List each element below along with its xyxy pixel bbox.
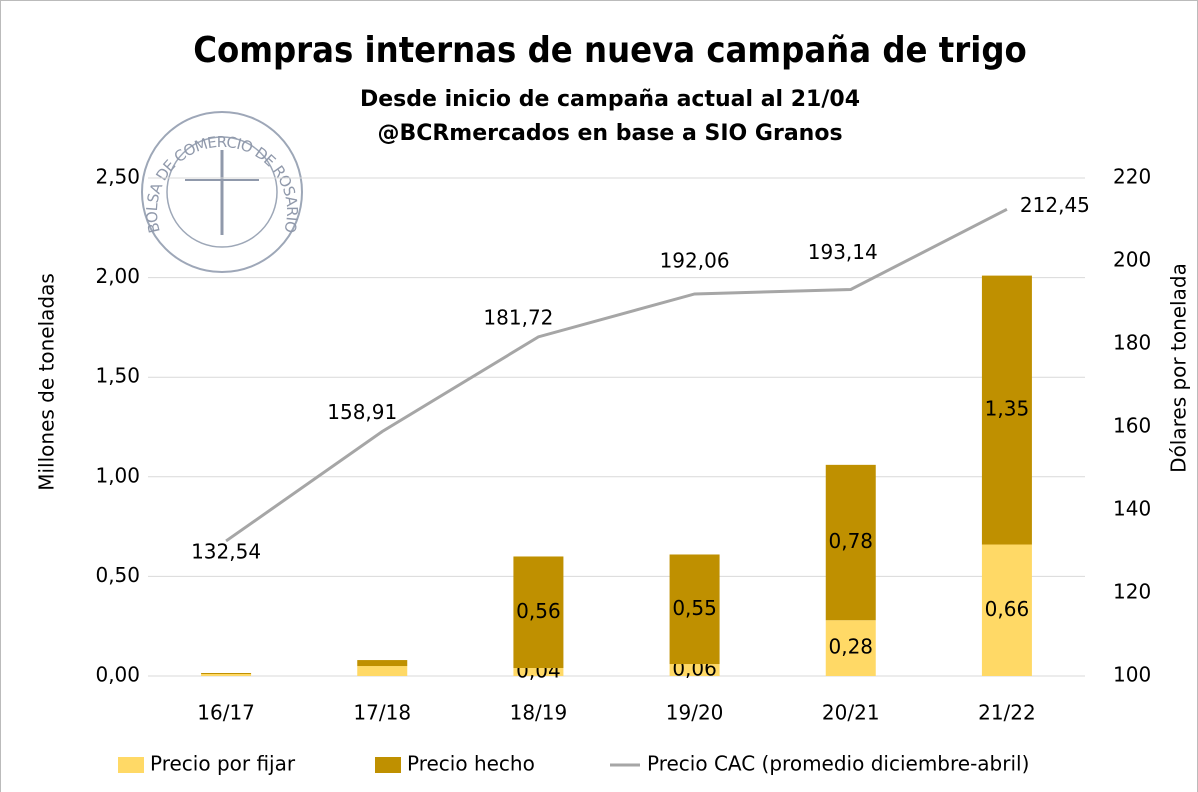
y2-tick-label: 100 — [1113, 663, 1151, 687]
data-label: 1,35 — [985, 397, 1030, 421]
data-label: 0,66 — [985, 597, 1030, 621]
data-label: 158,91 — [327, 400, 397, 424]
bar-segment — [981, 275, 1032, 545]
y-tick-label: 0,00 — [95, 663, 140, 687]
legend-label: Precio hecho — [407, 752, 535, 776]
y-tick-label: 2,00 — [95, 264, 140, 288]
y2-tick-label: 160 — [1113, 414, 1151, 438]
chart-subtitle: Desde inicio de campaña actual al 21/04 — [360, 87, 860, 112]
bar-segment — [981, 544, 1032, 676]
y-tick-label: 1,00 — [95, 463, 140, 487]
bar-segment — [669, 554, 720, 665]
y2-tick-label: 220 — [1113, 165, 1151, 189]
x-tick-label: 19/20 — [666, 701, 724, 725]
data-label: 132,54 — [191, 539, 261, 563]
y-axis-label: Millones de toneladas — [35, 273, 59, 491]
y-tick-label: 1,50 — [95, 364, 140, 388]
legend-swatch — [118, 757, 144, 773]
x-tick-label: 21/22 — [978, 701, 1036, 725]
logo-ring — [141, 111, 303, 273]
bar-segment — [825, 464, 876, 621]
data-label: 0,56 — [516, 599, 561, 623]
bar-segment — [201, 674, 252, 676]
y2-tick-label: 120 — [1113, 580, 1151, 604]
x-tick-label: 20/21 — [822, 701, 880, 725]
y2-axis-label: Dólares por tonelada — [1167, 263, 1191, 473]
y2-tick-label: 140 — [1113, 497, 1151, 521]
data-label: 0,28 — [828, 635, 873, 659]
logo-ring — [166, 136, 278, 248]
chart-title: Compras internas de nueva campaña de tri… — [193, 30, 1027, 71]
bar-segment — [357, 660, 408, 667]
data-label: 181,72 — [483, 305, 553, 329]
y2-tick-label: 200 — [1113, 248, 1151, 272]
data-label: 192,06 — [660, 248, 730, 272]
bar-segment — [513, 556, 564, 669]
data-label: 0,78 — [828, 529, 873, 553]
bar-segment — [201, 673, 252, 675]
chart-subtitle: @BCRmercados en base a SIO Granos — [377, 121, 842, 146]
data-label: 0,55 — [672, 596, 717, 620]
y-tick-label: 0,50 — [95, 563, 140, 587]
x-tick-label: 16/17 — [197, 701, 255, 725]
data-label: 193,14 — [808, 240, 878, 264]
data-label: 212,45 — [1020, 193, 1090, 217]
y2-tick-label: 180 — [1113, 331, 1151, 355]
legend-label: Precio CAC (promedio diciembre-abril) — [647, 752, 1029, 776]
x-tick-label: 17/18 — [353, 701, 411, 725]
x-tick-label: 18/19 — [510, 701, 568, 725]
bar-segment — [825, 620, 876, 676]
y-tick-label: 2,50 — [95, 165, 140, 189]
legend-label: Precio por fijar — [150, 752, 296, 776]
bar-segment — [513, 668, 564, 676]
bar-segment — [669, 664, 720, 676]
bar-segment — [357, 666, 408, 676]
legend-swatch — [375, 757, 401, 773]
line — [225, 207, 1008, 543]
